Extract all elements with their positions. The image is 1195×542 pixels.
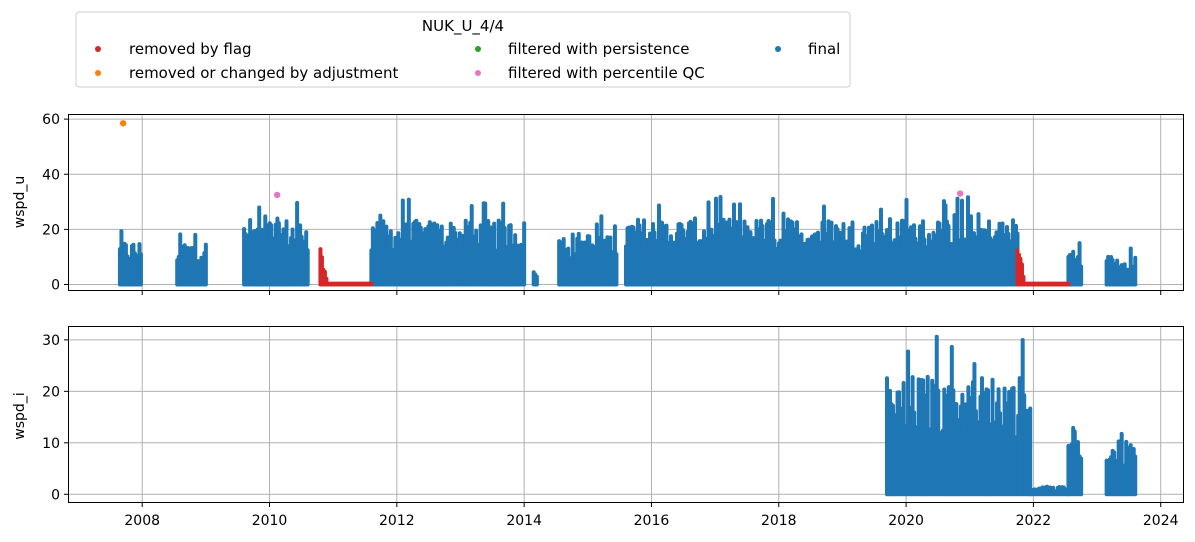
ytick-label: 60 — [42, 112, 60, 128]
legend: NUK_U_4/4 removed by flag removed or cha… — [75, 11, 851, 88]
series-final — [117, 195, 1138, 287]
xtick-label: 2008 — [124, 513, 160, 529]
legend-marker-filtered-with-persistence — [475, 46, 481, 52]
xtick-label: 2022 — [1016, 513, 1052, 529]
panel-wspd-u-data — [117, 120, 1138, 287]
xtick-label: 2018 — [761, 513, 797, 529]
panel-wspd-i-ticks: 2008 2010 2012 2014 2016 2018 2020 2022 2024 0 10 2… — [42, 333, 1178, 529]
panel-wspd-u-ylabel: wspd_u — [12, 176, 28, 228]
panel-wspd-u-ticks: 0 20 40 60 — [42, 112, 1162, 295]
ytick-label: 30 — [42, 333, 60, 349]
ytick-label: 40 — [42, 167, 60, 183]
panel-wspd-i-data — [884, 334, 1138, 497]
legend-label-filtered-with-percentile-qc: filtered with percentile QC — [508, 64, 705, 82]
legend-label-final: final — [808, 40, 840, 58]
panel-wspd-i-frame — [68, 326, 1184, 503]
legend-marker-filtered-with-percentile-qc — [475, 70, 481, 76]
ytick-label: 20 — [42, 222, 60, 238]
xtick-label: 2020 — [888, 513, 924, 529]
ytick-label: 0 — [51, 487, 60, 503]
data-point — [119, 120, 127, 127]
ytick-label: 10 — [42, 436, 60, 452]
ytick-label: 20 — [42, 384, 60, 400]
legend-label-removed-or-changed-by-adjustment: removed or changed by adjustment — [129, 64, 398, 82]
xtick-label: 2024 — [1143, 513, 1179, 529]
panel-wspd-i-ylabel: wspd_i — [12, 392, 28, 439]
panel-wspd-u: 0 20 40 60 wspd_u — [12, 112, 1184, 295]
xtick-label: 2010 — [252, 513, 288, 529]
xtick-label: 2012 — [379, 513, 415, 529]
data-point — [273, 191, 281, 199]
panel-wspd-i: 2008 2010 2012 2014 2016 2018 2020 2022 2024 0 10 2… — [12, 326, 1184, 529]
series-filtered-with-percentile-qc — [273, 190, 964, 199]
data-point — [957, 190, 964, 197]
legend-label-filtered-with-persistence: filtered with persistence — [508, 40, 689, 58]
ytick-label: 0 — [51, 277, 60, 293]
legend-title: NUK_U_4/4 — [422, 17, 504, 36]
series-final — [884, 334, 1138, 497]
legend-marker-removed-by-flag — [95, 46, 101, 52]
series-removed-or-changed-by-adjustment — [119, 120, 127, 127]
legend-label-removed-by-flag: removed by flag — [129, 40, 252, 58]
series-removed-by-flag — [318, 247, 1071, 287]
legend-marker-removed-or-changed-by-adjustment — [95, 70, 101, 76]
xtick-label: 2014 — [506, 513, 542, 529]
panel-wspd-u-frame — [68, 114, 1184, 291]
legend-marker-final — [775, 46, 781, 52]
legend-box — [75, 11, 851, 88]
xtick-label: 2016 — [634, 513, 670, 529]
